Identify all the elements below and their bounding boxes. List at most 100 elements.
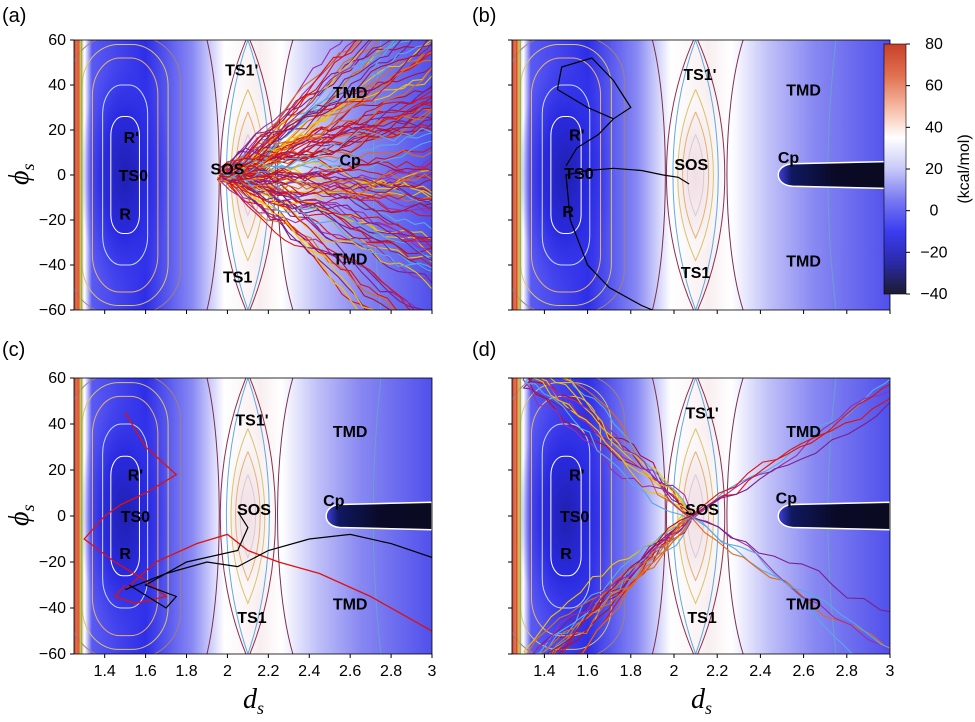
trajectory <box>124 533 432 632</box>
contour-line <box>550 455 582 577</box>
plot-area <box>512 40 890 310</box>
trajectory <box>232 169 432 194</box>
region-label: Cp <box>776 491 798 508</box>
y-tick-label: −40 <box>39 257 66 274</box>
trajectory <box>219 175 432 262</box>
trajectory <box>549 378 692 515</box>
region-label: TMD <box>333 596 368 613</box>
x-tick-label: 3 <box>886 663 895 680</box>
y-tick-label: 60 <box>48 32 66 49</box>
x-tick-label: 2.2 <box>706 663 728 680</box>
x-tick-label: 2.4 <box>298 663 320 680</box>
contours <box>512 378 837 654</box>
y-tick-label: 40 <box>48 416 66 433</box>
x-tick-label: 2.2 <box>257 663 279 680</box>
trajectory <box>221 132 432 182</box>
trajectory <box>231 40 358 182</box>
trajectory <box>532 378 692 512</box>
trajectory <box>551 514 692 654</box>
cp-well <box>777 501 890 531</box>
trajectory <box>227 66 432 173</box>
trajectory <box>232 158 432 176</box>
panel-1: R' TS0 R SOS TS1' TS1 TMD TMD Cp 60 40 20 0 −20 −40 −60… <box>2 5 433 319</box>
contour-line <box>665 378 726 654</box>
x-tick-label: 2 <box>223 663 232 680</box>
region-label: TS1 <box>223 269 252 286</box>
region-label: R <box>560 546 572 563</box>
trajectory <box>225 40 402 174</box>
region-label: R <box>119 546 131 563</box>
region-label: TS1 <box>687 610 716 627</box>
trajectory <box>527 514 692 654</box>
contour-line <box>239 474 257 559</box>
colorbar-tick-label: −40 <box>920 286 947 303</box>
contour-line <box>682 451 710 582</box>
trajectories <box>83 412 432 632</box>
region-label: Cp <box>778 150 800 167</box>
contour-line <box>230 89 266 262</box>
trajectory <box>691 378 890 516</box>
contour-line <box>651 378 666 654</box>
trajectory <box>538 515 692 654</box>
contour-line <box>512 40 625 310</box>
trajectory <box>217 120 432 169</box>
x-tick-label: 1.4 <box>533 663 555 680</box>
trajectory <box>565 167 690 310</box>
contour-line <box>225 378 270 654</box>
contour-line <box>672 378 719 654</box>
contour-line <box>682 111 710 240</box>
colorbar-gradient <box>883 43 907 295</box>
y-tick-label: −40 <box>39 600 66 617</box>
trajectory <box>526 378 692 520</box>
contour-line <box>672 40 719 310</box>
region-label: TS1' <box>683 67 716 84</box>
region-label: R <box>562 204 574 221</box>
trajectory <box>83 412 178 605</box>
region-label: R <box>119 206 131 223</box>
x-tick-label: 2 <box>670 663 679 680</box>
trajectory <box>690 401 890 518</box>
y-tick-label: 0 <box>57 508 66 525</box>
trajectory <box>546 378 692 514</box>
x-tick-label: 3 <box>428 663 437 680</box>
contour-line <box>726 378 744 654</box>
trajectory <box>222 171 432 193</box>
colorbar-title: (kcal/mol) <box>956 134 973 203</box>
trajectory <box>568 378 692 515</box>
x-tick-label: 2.8 <box>836 663 858 680</box>
contour-line <box>512 378 625 654</box>
y-tick-label: −60 <box>39 646 66 663</box>
sos-plateau <box>223 428 273 604</box>
trajectory <box>232 67 432 177</box>
trajectory <box>223 101 432 180</box>
contour-line <box>91 57 159 293</box>
colorbar-tick-label: 20 <box>925 161 943 178</box>
region-label: TS1' <box>235 412 268 429</box>
y-axis-title: ϕs <box>4 504 38 526</box>
panel-letter: (a) <box>2 5 26 27</box>
trajectory <box>561 378 692 520</box>
contour-line <box>530 57 602 293</box>
y-tick-label: 20 <box>48 122 66 139</box>
panel-letter: (c) <box>2 339 25 361</box>
x-tick-label: 1.6 <box>576 663 598 680</box>
trajectories <box>556 57 690 310</box>
x-tick-label: 2.6 <box>339 663 361 680</box>
contour-line <box>91 395 159 637</box>
trajectory <box>229 127 432 181</box>
y-axis-title: ϕs <box>4 163 38 185</box>
x-tick-label: 1.4 <box>94 663 116 680</box>
trajectory <box>522 378 692 513</box>
colorbar-tick-label: −20 <box>920 244 947 261</box>
region-label: TS0 <box>560 509 589 526</box>
region-label: Cp <box>340 152 362 169</box>
panel-letter: (b) <box>472 5 496 27</box>
contour-line <box>677 89 714 262</box>
y-tick-label: 20 <box>48 462 66 479</box>
trajectory <box>690 514 853 654</box>
trajectory <box>221 41 432 170</box>
trajectory <box>221 162 432 184</box>
region-label: TS0 <box>564 166 593 183</box>
colorbar-tick-label: 40 <box>925 119 943 136</box>
trajectory <box>226 178 426 310</box>
